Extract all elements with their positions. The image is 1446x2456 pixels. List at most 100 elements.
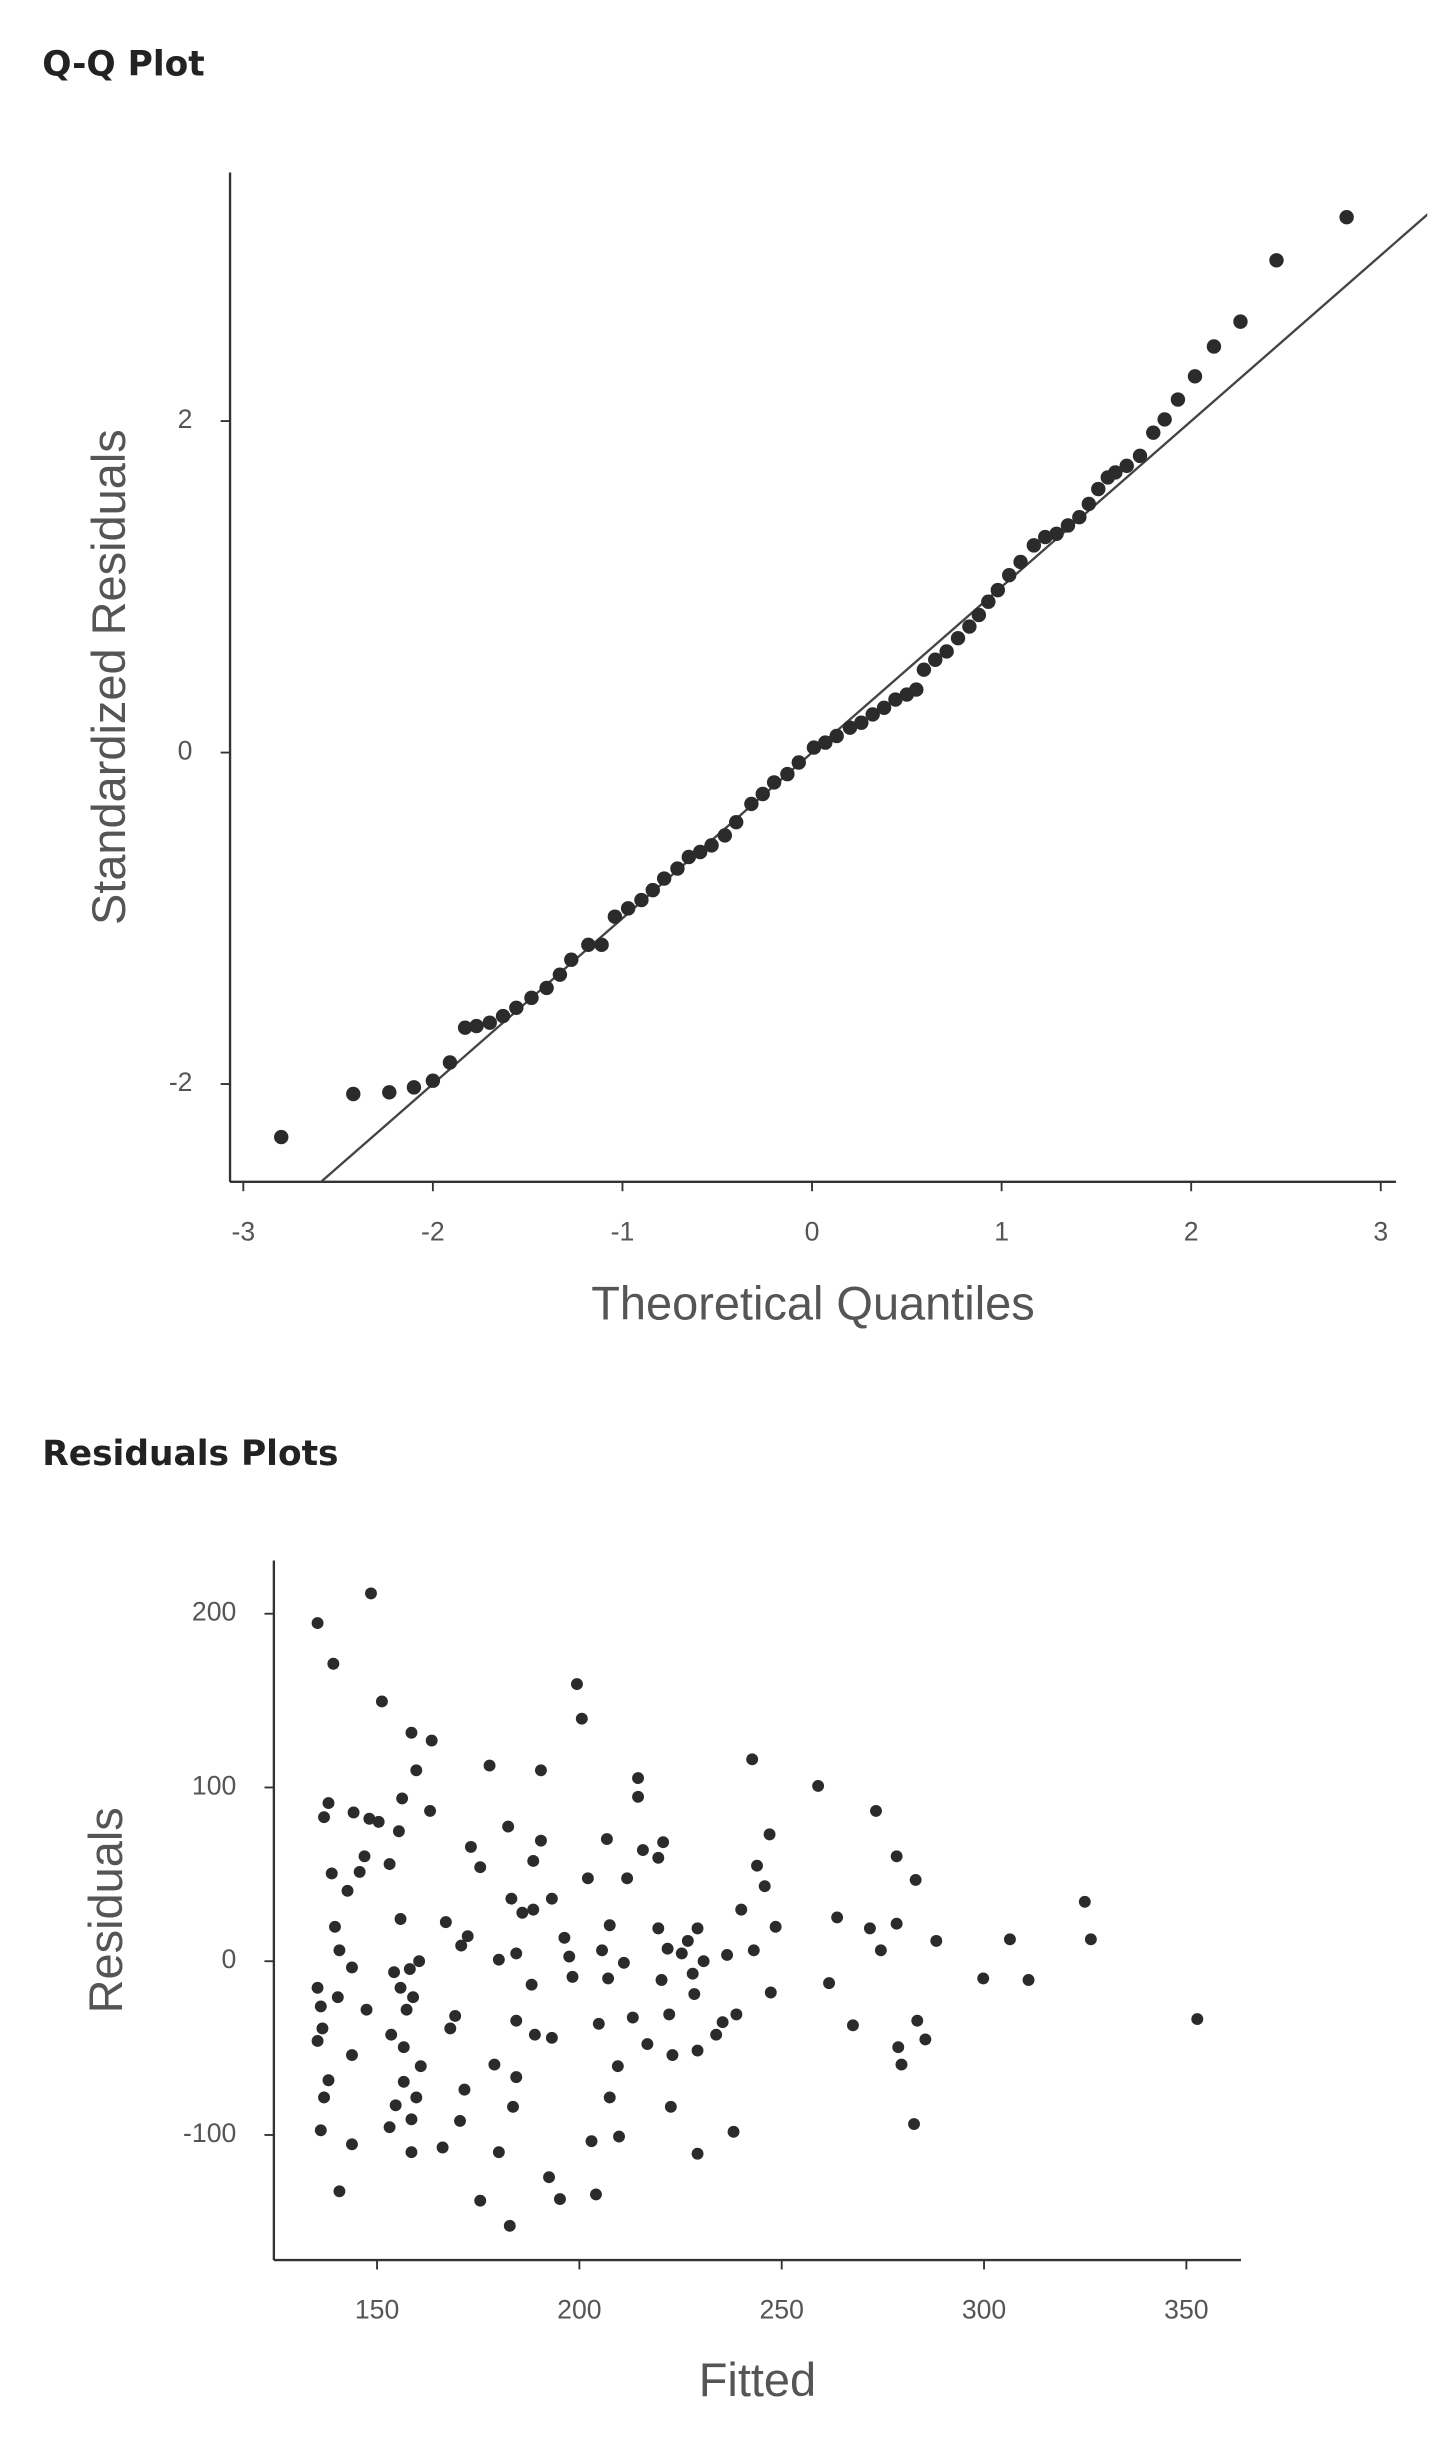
point <box>1269 253 1284 268</box>
point <box>874 1944 887 1957</box>
point <box>1233 314 1248 329</box>
point <box>670 861 685 876</box>
point <box>510 1947 523 1960</box>
point <box>603 1919 616 1932</box>
point <box>919 2033 932 2046</box>
point <box>755 786 770 802</box>
y-tick-label: -2 <box>169 1067 193 1097</box>
point <box>495 1008 511 1024</box>
point <box>977 1972 990 1985</box>
point <box>655 1974 668 1986</box>
point <box>353 1865 366 1878</box>
point <box>325 1867 338 1880</box>
point <box>331 1991 344 2004</box>
point <box>928 652 943 667</box>
x-axis-title: Theoretical Quantiles <box>591 1277 1035 1329</box>
y-tick-label: 200 <box>192 1597 236 1627</box>
point <box>510 2014 523 2027</box>
point <box>406 1080 422 1095</box>
x-tick-label: 3 <box>1373 1217 1388 1247</box>
point <box>397 2075 410 2088</box>
point <box>564 952 579 967</box>
point <box>413 1955 426 1968</box>
point <box>516 1906 529 1919</box>
point <box>543 2171 555 2184</box>
point <box>895 2058 908 2071</box>
point <box>400 2003 413 2016</box>
point <box>1170 392 1186 407</box>
point <box>482 1015 497 1030</box>
point <box>424 1804 437 1817</box>
chart-title: Q-Q Plot <box>42 45 205 85</box>
point <box>1081 496 1097 512</box>
y-tick-label: -100 <box>183 2118 236 2148</box>
point <box>634 892 649 908</box>
point <box>474 2194 487 2207</box>
point <box>892 2041 905 2054</box>
x-tick-label: -3 <box>231 1217 255 1247</box>
point <box>545 2031 558 2044</box>
point <box>311 1617 324 1630</box>
point <box>527 1855 540 1867</box>
point <box>383 1858 396 1871</box>
point <box>346 1086 361 1102</box>
point <box>524 990 539 1006</box>
point <box>697 1955 710 1968</box>
point <box>1206 339 1222 354</box>
point <box>780 766 795 782</box>
y-tick-label: 100 <box>192 1771 236 1801</box>
point <box>502 1820 515 1833</box>
point <box>1146 425 1161 440</box>
point <box>410 2091 423 2104</box>
point <box>1003 1933 1016 1946</box>
point <box>397 2041 410 2054</box>
point <box>311 2035 324 2047</box>
point <box>545 1892 558 1905</box>
point <box>717 828 733 843</box>
point <box>704 838 719 853</box>
point <box>327 1657 340 1670</box>
point <box>1108 465 1123 480</box>
point <box>405 1726 418 1739</box>
point <box>492 2146 505 2159</box>
point <box>613 2130 625 2143</box>
point <box>854 715 869 730</box>
point <box>681 849 697 865</box>
point <box>389 2099 402 2112</box>
point <box>509 1000 524 1016</box>
point <box>641 2038 654 2051</box>
point <box>318 1811 330 1824</box>
point <box>661 1942 674 1955</box>
point <box>1049 526 1064 541</box>
point <box>617 1956 630 1969</box>
point <box>645 882 660 898</box>
point <box>329 1920 341 1933</box>
point <box>611 2060 624 2073</box>
chart: Residuals Plots Fitted Residuals 150 200 250 3… <box>42 1434 1241 2406</box>
point <box>410 1764 423 1777</box>
point <box>981 594 996 609</box>
point <box>971 607 987 623</box>
point <box>1022 1974 1035 1986</box>
point <box>600 1833 613 1846</box>
point <box>1187 369 1203 384</box>
point <box>407 1991 420 2004</box>
point <box>590 2188 602 2201</box>
point <box>916 662 932 677</box>
point <box>346 1961 358 1974</box>
x-tick-label: -1 <box>611 1217 635 1247</box>
point <box>990 582 1006 598</box>
point <box>464 1840 477 1853</box>
point <box>1157 412 1172 427</box>
point <box>1060 518 1076 533</box>
point <box>363 1812 376 1825</box>
point <box>681 1934 694 1947</box>
point <box>692 844 708 860</box>
point <box>527 1903 540 1916</box>
point <box>534 1764 547 1777</box>
point <box>436 2141 449 2154</box>
point <box>1091 481 1106 497</box>
point <box>710 2028 723 2041</box>
point <box>863 1922 876 1935</box>
